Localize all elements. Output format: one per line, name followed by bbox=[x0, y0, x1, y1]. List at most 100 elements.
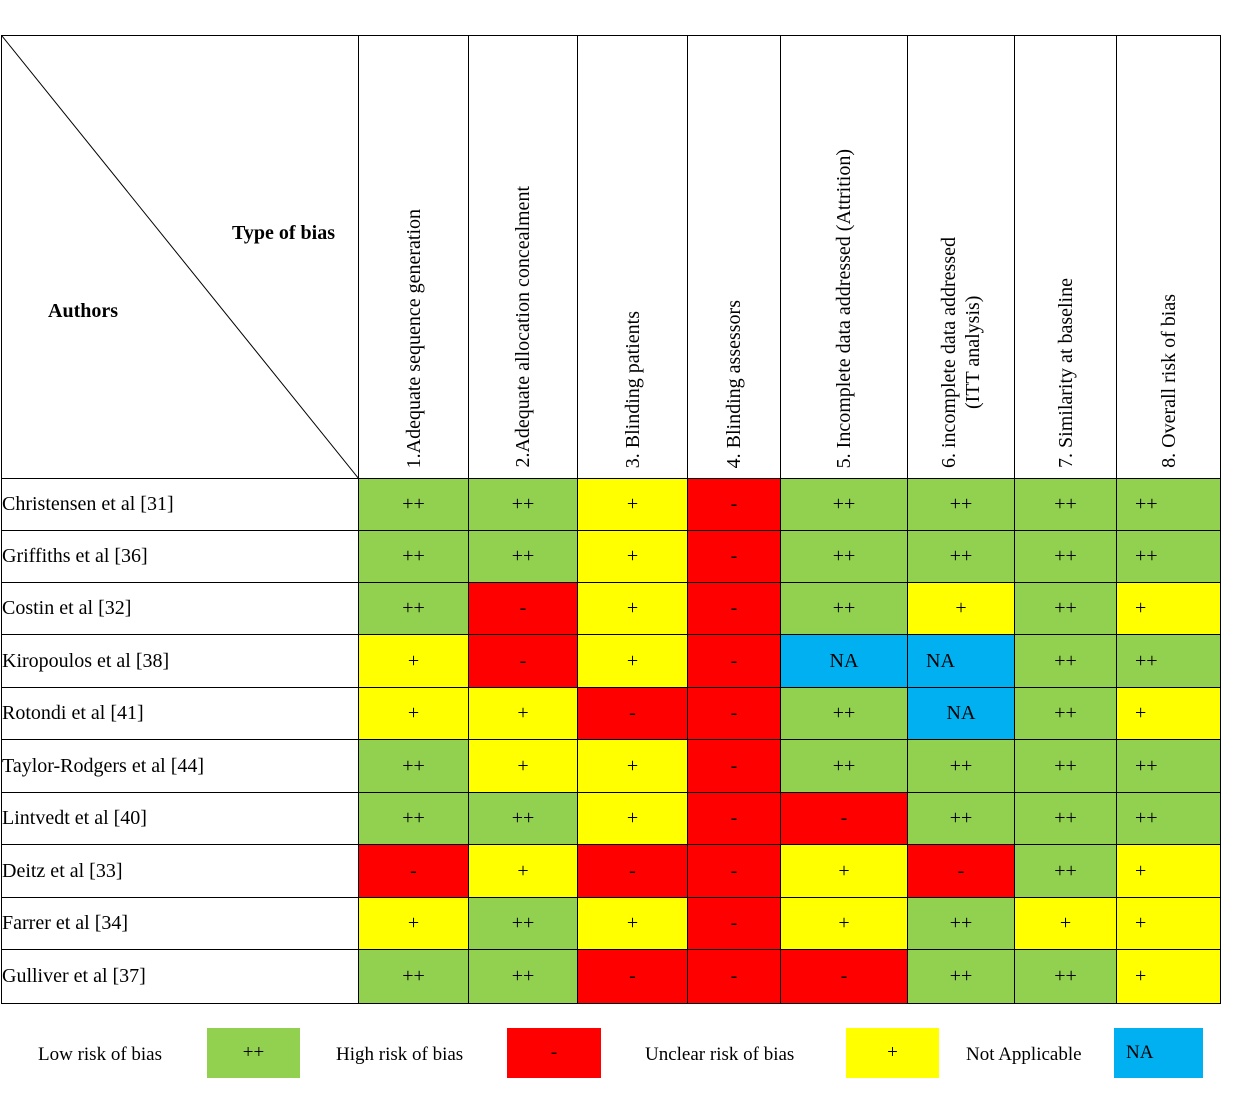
rating-cell: + bbox=[577, 478, 688, 531]
rating-cell: - bbox=[780, 949, 908, 1004]
legend: Low risk of bias ++ High risk of bias - Uncl… bbox=[0, 1028, 1240, 1080]
rating-cell: - bbox=[687, 634, 781, 688]
rating-cell: + bbox=[577, 634, 688, 688]
rating-cell: - bbox=[687, 897, 781, 950]
type-of-bias-label: Type of bias bbox=[232, 222, 335, 244]
rating-cell: + bbox=[1116, 949, 1221, 1004]
rating-cell: ++ bbox=[780, 530, 908, 583]
column-header-text: 1.Adequate sequence generation bbox=[402, 209, 426, 468]
rating-cell: + bbox=[358, 687, 469, 740]
authors-label: Authors bbox=[48, 300, 119, 322]
column-header-line: 7. Similarity at baseline bbox=[1054, 278, 1077, 468]
rating-cell: + bbox=[1116, 897, 1221, 950]
rating-cell: ++ bbox=[468, 530, 578, 583]
rating-cell: ++ bbox=[780, 687, 908, 740]
risk-of-bias-table: Type of bias Authors 1.Adequate sequence… bbox=[1, 35, 1221, 1004]
legend-swatch: + bbox=[846, 1028, 939, 1078]
author-cell: Griffiths et al [36] bbox=[1, 530, 359, 583]
table-row: Gulliver et al [37] ++ ++ - - - ++ ++ + bbox=[1, 949, 1221, 1004]
rating-cell: + bbox=[468, 844, 578, 898]
legend-swatch: NA bbox=[1114, 1028, 1203, 1078]
rating-cell: ++ bbox=[468, 949, 578, 1004]
column-header-text: 5. Incomplete data addressed (Attrition) bbox=[832, 149, 856, 468]
table-row: Christensen et al [31] ++ ++ + - ++ ++ ++ ++ bbox=[1, 478, 1221, 531]
author-cell: Farrer et al [34] bbox=[1, 897, 359, 950]
rating-cell: - bbox=[687, 949, 781, 1004]
rating-cell: ++ bbox=[358, 478, 469, 531]
column-header-text: 3. Blinding patients bbox=[621, 311, 645, 468]
rating-cell: ++ bbox=[468, 792, 578, 845]
header-row: Type of bias Authors 1.Adequate sequence… bbox=[1, 35, 1221, 479]
author-cell: Christensen et al [31] bbox=[1, 478, 359, 531]
rating-cell: + bbox=[358, 634, 469, 688]
rating-cell: - bbox=[907, 844, 1015, 898]
rating-cell: ++ bbox=[1014, 949, 1117, 1004]
column-header-line: 3. Blinding patients bbox=[621, 310, 644, 468]
rating-cell: - bbox=[687, 844, 781, 898]
rating-cell: - bbox=[687, 478, 781, 531]
rating-cell: + bbox=[780, 897, 908, 950]
rating-cell: - bbox=[468, 634, 578, 688]
rating-cell: ++ bbox=[780, 582, 908, 635]
author-cell: Deitz et al [33] bbox=[1, 844, 359, 898]
rating-cell: - bbox=[577, 844, 688, 898]
rating-cell: ++ bbox=[1014, 582, 1117, 635]
column-header-text: 4. Blinding assessors bbox=[722, 300, 746, 468]
column-header-line: 1.Adequate sequence generation bbox=[402, 208, 425, 468]
rating-cell: + bbox=[468, 687, 578, 740]
table-row: Rotondi et al [41] + + - - ++ NA ++ + bbox=[1, 687, 1221, 740]
rating-cell: + bbox=[577, 582, 688, 635]
rating-cell: + bbox=[358, 897, 469, 950]
column-header-text: 7. Similarity at baseline bbox=[1054, 278, 1078, 468]
rating-cell: ++ bbox=[907, 949, 1015, 1004]
corner-diagonal bbox=[2, 36, 359, 479]
rating-cell: + bbox=[1116, 687, 1221, 740]
rating-cell: ++ bbox=[358, 792, 469, 845]
rating-cell: - bbox=[577, 949, 688, 1004]
rating-cell: ++ bbox=[358, 582, 469, 635]
rating-cell: ++ bbox=[358, 530, 469, 583]
rating-cell: ++ bbox=[358, 949, 469, 1004]
rating-cell: ++ bbox=[1014, 792, 1117, 845]
author-cell: Costin et al [32] bbox=[1, 582, 359, 635]
table-row: Kiropoulos et al [38] + - + - NA NA ++ ++ bbox=[1, 634, 1221, 688]
rating-cell: - bbox=[687, 687, 781, 740]
legend-label: Not Applicable bbox=[966, 1044, 1082, 1065]
rating-cell: ++ bbox=[907, 530, 1015, 583]
legend-swatch: - bbox=[507, 1028, 601, 1078]
rating-cell: - bbox=[468, 582, 578, 635]
rating-cell: + bbox=[577, 530, 688, 583]
table-row: Lintvedt et al [40] ++ ++ + - - ++ ++ ++ bbox=[1, 792, 1221, 845]
column-header-line: 6. incomplete data addressed bbox=[938, 236, 960, 468]
column-header-line: 5. Incomplete data addressed (Attrition) bbox=[833, 148, 855, 468]
column-header-3: 3. Blinding patients bbox=[577, 35, 688, 479]
legend-label: Low risk of bias bbox=[38, 1044, 163, 1065]
rating-cell: ++ bbox=[1014, 739, 1117, 793]
legend-label: Unclear risk of bias bbox=[645, 1044, 795, 1065]
column-header-8: 8. Overall risk of bias bbox=[1116, 35, 1221, 479]
rating-cell: ++ bbox=[907, 792, 1015, 845]
rating-cell: - bbox=[780, 792, 908, 845]
legend-swatch: ++ bbox=[207, 1028, 300, 1078]
rating-cell: ++ bbox=[907, 897, 1015, 950]
column-header-5: 5. Incomplete data addressed (Attrition) bbox=[780, 35, 908, 479]
column-header-2: 2.Adequate allocation concealment bbox=[468, 35, 578, 479]
legend-label: High risk of bias bbox=[336, 1044, 464, 1065]
rating-cell: ++ bbox=[468, 478, 578, 531]
rating-cell: + bbox=[780, 844, 908, 898]
rating-cell: + bbox=[577, 792, 688, 845]
rating-cell: + bbox=[1014, 897, 1117, 950]
rating-cell: ++ bbox=[780, 739, 908, 793]
rating-cell: ++ bbox=[1014, 478, 1117, 531]
rating-cell: + bbox=[577, 897, 688, 950]
column-header-4: 4. Blinding assessors bbox=[687, 35, 781, 479]
author-cell: Taylor-Rodgers et al [44] bbox=[1, 739, 359, 793]
rating-cell: ++ bbox=[1116, 530, 1221, 583]
column-header-6: 6. incomplete data addressed (ITT analysi… bbox=[907, 35, 1015, 479]
column-header-line: 2.Adequate allocation concealment bbox=[512, 186, 534, 468]
author-cell: Lintvedt et al [40] bbox=[1, 792, 359, 845]
rating-cell: NA bbox=[907, 634, 1015, 688]
rating-cell: + bbox=[1116, 844, 1221, 898]
rating-cell: ++ bbox=[780, 478, 908, 531]
table-row: Taylor-Rodgers et al [44] ++ + + - ++ ++ ++ ++ bbox=[1, 739, 1221, 793]
